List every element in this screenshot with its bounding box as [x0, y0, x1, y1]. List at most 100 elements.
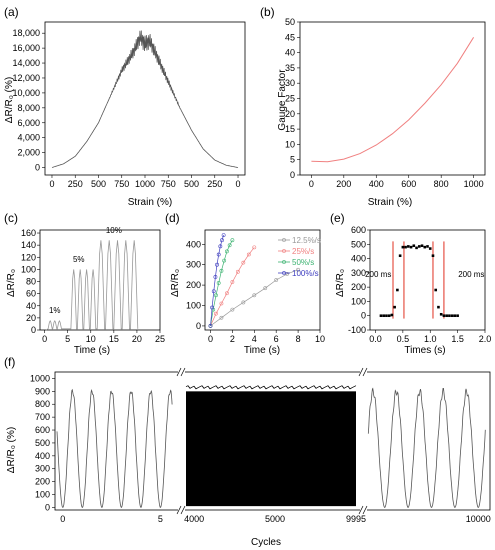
d-point	[220, 238, 224, 243]
d-point	[215, 262, 219, 267]
f-y-tick-label: 200	[35, 477, 50, 487]
f-xlabel: Cycles	[251, 537, 281, 548]
d-series-line-3	[210, 234, 224, 326]
f-plot-frame	[54, 371, 491, 511]
a-y-tick-label: 0	[35, 163, 40, 173]
e-point	[450, 314, 454, 318]
b-x-tick-label: 800	[434, 179, 449, 189]
d-x-tick-label: 0	[208, 334, 213, 344]
b-x-tick-label: 200	[336, 179, 351, 189]
e-annotation-right: 200 ms	[458, 270, 484, 279]
b-y-tick-label: 25	[285, 94, 295, 104]
d-point	[221, 233, 226, 238]
c-xlabel: Time (s)	[74, 345, 110, 356]
a-xlabel: Strain (%)	[128, 197, 172, 208]
e-point	[434, 288, 438, 292]
a-x-tick-label: 250	[207, 179, 222, 189]
e-point	[442, 314, 446, 318]
f-x-tick-label: 5	[158, 514, 163, 524]
c-y-tick-label: 60	[26, 289, 36, 299]
e-point	[456, 314, 459, 318]
d-point	[230, 238, 235, 243]
d-x-tick-label: 4	[252, 334, 257, 344]
d-legend-label: 50%/s	[292, 258, 314, 267]
d-point	[246, 252, 251, 257]
b-x-tick-label: 0	[309, 179, 314, 189]
e-y-tick-label: -100	[348, 325, 366, 335]
f-y-tick-label: 1000	[30, 373, 50, 383]
e-x-tick-label: 1.0	[424, 334, 437, 344]
a-y-tick-label: 2,000	[17, 148, 40, 158]
c-y-tick-label: 120	[21, 252, 36, 262]
e-y-tick-label: 500	[351, 239, 366, 249]
c-y-tick-label: 40	[26, 301, 36, 311]
e-y-tick-label: 300	[351, 268, 366, 278]
d-series-line-2	[210, 240, 233, 326]
f-x-tick-label: 4000	[184, 514, 204, 524]
e-point	[382, 314, 385, 318]
f-x-tick-label: 10000	[466, 514, 491, 524]
a-x-tick-label: 250	[68, 179, 83, 189]
f-break-line	[358, 505, 364, 515]
d-point	[211, 289, 216, 294]
d-y-tick-label: 300	[186, 260, 201, 270]
d-legend-marker	[282, 249, 286, 253]
e-x-tick-label: 2.0	[479, 334, 492, 344]
c-x-tick-label: 25	[155, 334, 165, 344]
a-x-tick-label: 0	[49, 179, 54, 189]
a-x-tick-label: 500	[184, 179, 199, 189]
b-y-tick-label: 15	[285, 124, 295, 134]
d-y-tick-label: 0	[196, 321, 201, 331]
e-y-tick-label: 100	[351, 296, 366, 306]
f-dense-top-edge	[185, 385, 357, 390]
d-point	[230, 280, 235, 284]
d-series-line-1	[210, 247, 255, 327]
c-x-tick-label: 15	[109, 334, 119, 344]
c-y-tick-label: 0	[31, 325, 36, 335]
f-y-tick-label: 400	[35, 451, 50, 461]
e-point	[396, 288, 399, 292]
panel-label-e: (e)	[330, 211, 345, 225]
a-y-tick-label: 14,000	[12, 58, 40, 68]
a-x-tick-label: 500	[91, 179, 106, 189]
f-series-dense-block	[186, 391, 356, 507]
b-ylabel: Gauge Factor	[277, 69, 288, 131]
a-ylabel: ΔR/R₀ (%)	[4, 77, 15, 123]
d-point	[210, 305, 215, 310]
d-y-tick-label: 400	[186, 239, 201, 249]
e-point	[437, 305, 440, 309]
e-point	[445, 314, 448, 318]
e-ylabel: ΔR/R₀	[335, 269, 346, 297]
d-legend-label: 25%/s	[292, 247, 314, 256]
b-y-tick-label: 40	[285, 48, 295, 58]
d-y-tick-label: 100	[186, 301, 201, 311]
e-point	[401, 245, 405, 249]
e-y-tick-label: 200	[351, 282, 366, 292]
c-annotation-1: 1%	[49, 306, 61, 315]
d-point	[219, 301, 224, 306]
f-y-tick-label: 0	[45, 502, 50, 512]
f-break-line	[180, 367, 186, 377]
f-break-line	[176, 505, 182, 515]
b-y-tick-label: 30	[285, 78, 295, 88]
b-y-tick-label: 10	[285, 139, 295, 149]
f-y-tick-label: 500	[35, 438, 50, 448]
d-x-tick-label: 6	[274, 334, 279, 344]
d-point	[216, 281, 221, 285]
d-point	[222, 258, 227, 263]
f-break-line	[180, 505, 186, 515]
d-legend-label: 12.5%/s	[292, 236, 321, 245]
d-plot-frame	[204, 229, 321, 331]
d-point	[227, 243, 232, 248]
c-x-tick-label: 20	[132, 334, 142, 344]
d-xlabel: Time (s)	[244, 345, 280, 356]
e-point	[404, 245, 407, 249]
e-point	[409, 245, 413, 249]
e-point	[398, 254, 402, 258]
e-point	[426, 245, 429, 248]
panel-label-d: (d)	[165, 211, 180, 225]
f-x-tick-label: 5000	[265, 514, 285, 524]
b-xlabel: Strain (%)	[368, 197, 412, 208]
e-point	[420, 244, 424, 248]
a-y-tick-label: 8,000	[17, 103, 40, 113]
